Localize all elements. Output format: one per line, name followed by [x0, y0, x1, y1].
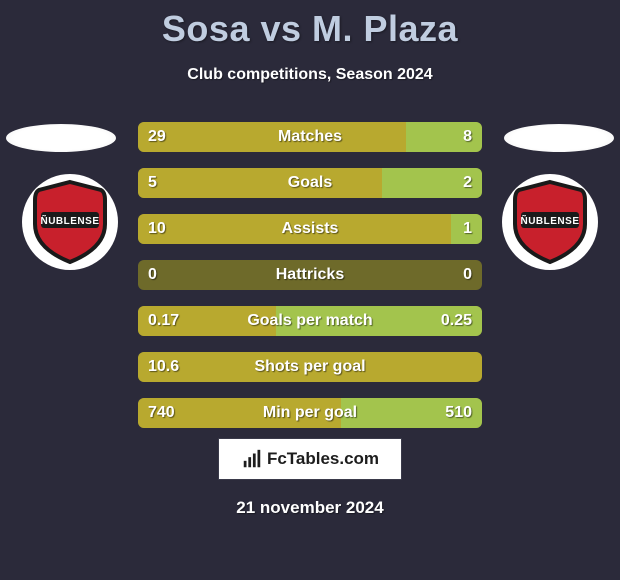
- stats-container: Matches298Goals52Assists101Hattricks00Go…: [138, 122, 482, 444]
- stat-value-right: 2: [463, 168, 472, 198]
- stat-row: Min per goal740510: [138, 398, 482, 428]
- stat-value-left: 0.17: [148, 306, 179, 336]
- club-badge-left: ÑUBLENSE: [22, 174, 118, 270]
- club-badge-label: ÑUBLENSE: [40, 214, 99, 227]
- branding-label: FcTables.com: [267, 449, 379, 469]
- flag-right: [504, 124, 614, 152]
- shield-icon: ÑUBLENSE: [511, 178, 589, 266]
- stat-value-left: 740: [148, 398, 175, 428]
- stat-bar-left: [138, 352, 482, 382]
- page-title: Sosa vs M. Plaza: [0, 0, 620, 50]
- club-badge-right: ÑUBLENSE: [502, 174, 598, 270]
- shield-icon: ÑUBLENSE: [31, 178, 109, 266]
- branding-box: FcTables.com: [218, 438, 402, 480]
- stat-label: Hattricks: [138, 260, 482, 290]
- stat-value-left: 10.6: [148, 352, 179, 382]
- stat-value-right: 510: [445, 398, 472, 428]
- stat-value-left: 0: [148, 260, 157, 290]
- stat-value-right: 0.25: [441, 306, 472, 336]
- stat-value-right: 1: [463, 214, 472, 244]
- date-label: 21 november 2024: [0, 498, 620, 518]
- chart-icon: [241, 448, 263, 470]
- stat-bar-left: [138, 122, 406, 152]
- stat-row: Goals per match0.170.25: [138, 306, 482, 336]
- stat-value-left: 29: [148, 122, 166, 152]
- stat-row: Hattricks0 0: [138, 260, 482, 290]
- stat-value-left: 10: [148, 214, 166, 244]
- subtitle: Club competitions, Season 2024: [0, 66, 620, 84]
- stat-value-left: 5: [148, 168, 157, 198]
- stat-bar-left: [138, 214, 451, 244]
- stat-value-right: 0: [463, 260, 472, 290]
- stat-bar-left: [138, 168, 382, 198]
- club-badge-label: ÑUBLENSE: [520, 214, 579, 227]
- flag-left: [6, 124, 116, 152]
- stat-row: Matches298: [138, 122, 482, 152]
- stat-row: Assists101: [138, 214, 482, 244]
- stat-row: Shots per goal10.6: [138, 352, 482, 382]
- stat-value-right: 8: [463, 122, 472, 152]
- stat-row: Goals52: [138, 168, 482, 198]
